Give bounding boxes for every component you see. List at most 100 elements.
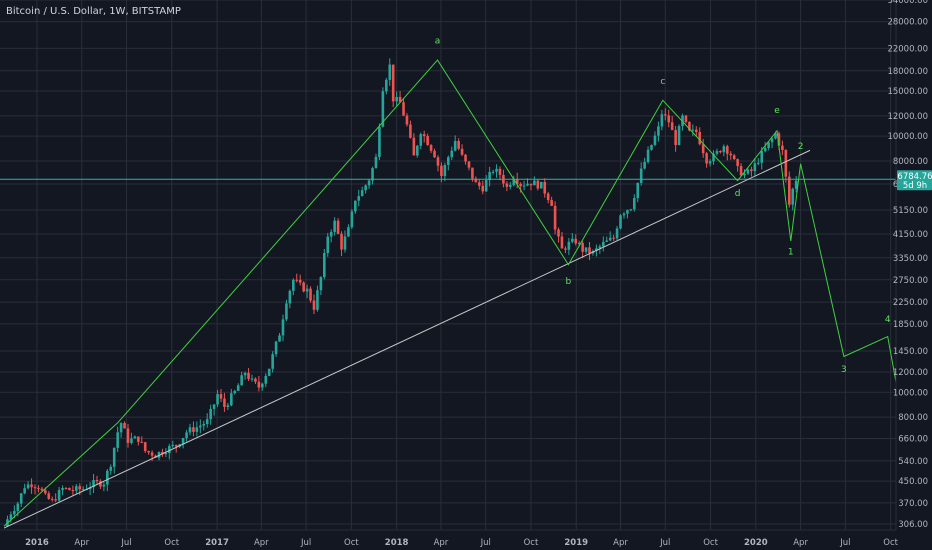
candle[interactable] (433, 148, 436, 158)
candle[interactable] (467, 161, 471, 171)
candle[interactable] (619, 214, 622, 230)
drawing-tools[interactable] (0, 59, 901, 529)
candle[interactable] (188, 423, 192, 436)
candle[interactable] (657, 121, 660, 142)
candle[interactable] (450, 146, 454, 161)
candle[interactable] (643, 157, 646, 170)
candle[interactable] (223, 392, 226, 412)
candle[interactable] (405, 113, 409, 127)
candle[interactable] (57, 486, 61, 503)
candle[interactable] (326, 232, 330, 257)
candle[interactable] (512, 175, 516, 187)
candle[interactable] (705, 151, 708, 168)
candle[interactable] (509, 181, 512, 190)
candle[interactable] (409, 120, 412, 139)
candle[interactable] (505, 181, 509, 192)
candle[interactable] (202, 420, 206, 431)
candle[interactable] (212, 403, 216, 416)
candle[interactable] (123, 421, 126, 429)
candle[interactable] (233, 389, 237, 395)
candle[interactable] (402, 98, 405, 117)
candle[interactable] (236, 383, 240, 392)
candle[interactable] (9, 511, 13, 523)
candle[interactable] (147, 450, 150, 455)
candle[interactable] (195, 421, 199, 437)
candle[interactable] (68, 487, 71, 491)
candle[interactable] (281, 314, 285, 342)
candle[interactable] (385, 77, 388, 95)
candle[interactable] (171, 440, 175, 448)
candle[interactable] (453, 135, 457, 152)
candle[interactable] (340, 231, 343, 256)
candle[interactable] (61, 485, 64, 496)
candle[interactable] (75, 484, 78, 494)
candle[interactable] (498, 166, 502, 181)
candle[interactable] (495, 164, 498, 178)
candle[interactable] (261, 382, 264, 391)
candle[interactable] (205, 413, 209, 428)
candle[interactable] (540, 181, 543, 189)
candle[interactable] (343, 230, 347, 253)
candle[interactable] (50, 496, 54, 502)
candlestick-series[interactable] (6, 58, 798, 528)
candle[interactable] (753, 158, 757, 176)
candle[interactable] (694, 126, 698, 137)
candle[interactable] (543, 178, 547, 198)
candle[interactable] (47, 491, 51, 500)
candle[interactable] (781, 140, 784, 156)
candle[interactable] (436, 155, 440, 172)
candle[interactable] (92, 474, 95, 494)
candle[interactable] (426, 133, 429, 146)
candle[interactable] (140, 436, 144, 444)
candle[interactable] (130, 432, 133, 445)
candle[interactable] (629, 208, 633, 212)
candle[interactable] (364, 184, 367, 194)
candle[interactable] (247, 368, 250, 382)
candle[interactable] (133, 435, 137, 439)
candle[interactable] (381, 87, 385, 128)
candle[interactable] (756, 157, 760, 166)
candle[interactable] (522, 180, 526, 191)
candle[interactable] (419, 132, 423, 150)
candle[interactable] (564, 246, 567, 254)
candle[interactable] (722, 144, 726, 157)
candle[interactable] (143, 441, 147, 453)
candle[interactable] (739, 163, 743, 177)
candle[interactable] (743, 169, 746, 179)
candle[interactable] (767, 142, 770, 151)
candle[interactable] (26, 481, 30, 490)
candle[interactable] (371, 166, 374, 185)
candle[interactable] (316, 285, 319, 312)
candle[interactable] (639, 162, 643, 186)
candle[interactable] (770, 136, 774, 149)
candle[interactable] (491, 169, 495, 175)
candle[interactable] (333, 217, 336, 236)
candle[interactable] (515, 172, 519, 189)
trend-line[interactable] (3, 149, 811, 529)
candle[interactable] (667, 109, 671, 128)
candle[interactable] (161, 448, 164, 457)
candle[interactable] (378, 123, 381, 161)
candle[interactable] (650, 144, 653, 151)
candle[interactable] (746, 168, 750, 175)
candle[interactable] (732, 153, 736, 161)
candle[interactable] (99, 479, 102, 489)
candle[interactable] (701, 138, 705, 158)
candle[interactable] (626, 209, 629, 219)
candle[interactable] (350, 209, 354, 229)
candle[interactable] (688, 121, 691, 132)
candle[interactable] (443, 162, 447, 182)
candle[interactable] (243, 371, 247, 380)
candle[interactable] (571, 232, 574, 244)
candle[interactable] (292, 278, 295, 296)
candle[interactable] (119, 422, 123, 438)
candle[interactable] (447, 155, 450, 171)
candle[interactable] (37, 485, 40, 493)
candle[interactable] (274, 340, 278, 357)
candle[interactable] (663, 108, 667, 121)
candle[interactable] (660, 109, 664, 131)
candle[interactable] (653, 131, 657, 147)
candle[interactable] (557, 227, 560, 243)
candle[interactable] (319, 276, 323, 296)
candle[interactable] (226, 402, 230, 411)
